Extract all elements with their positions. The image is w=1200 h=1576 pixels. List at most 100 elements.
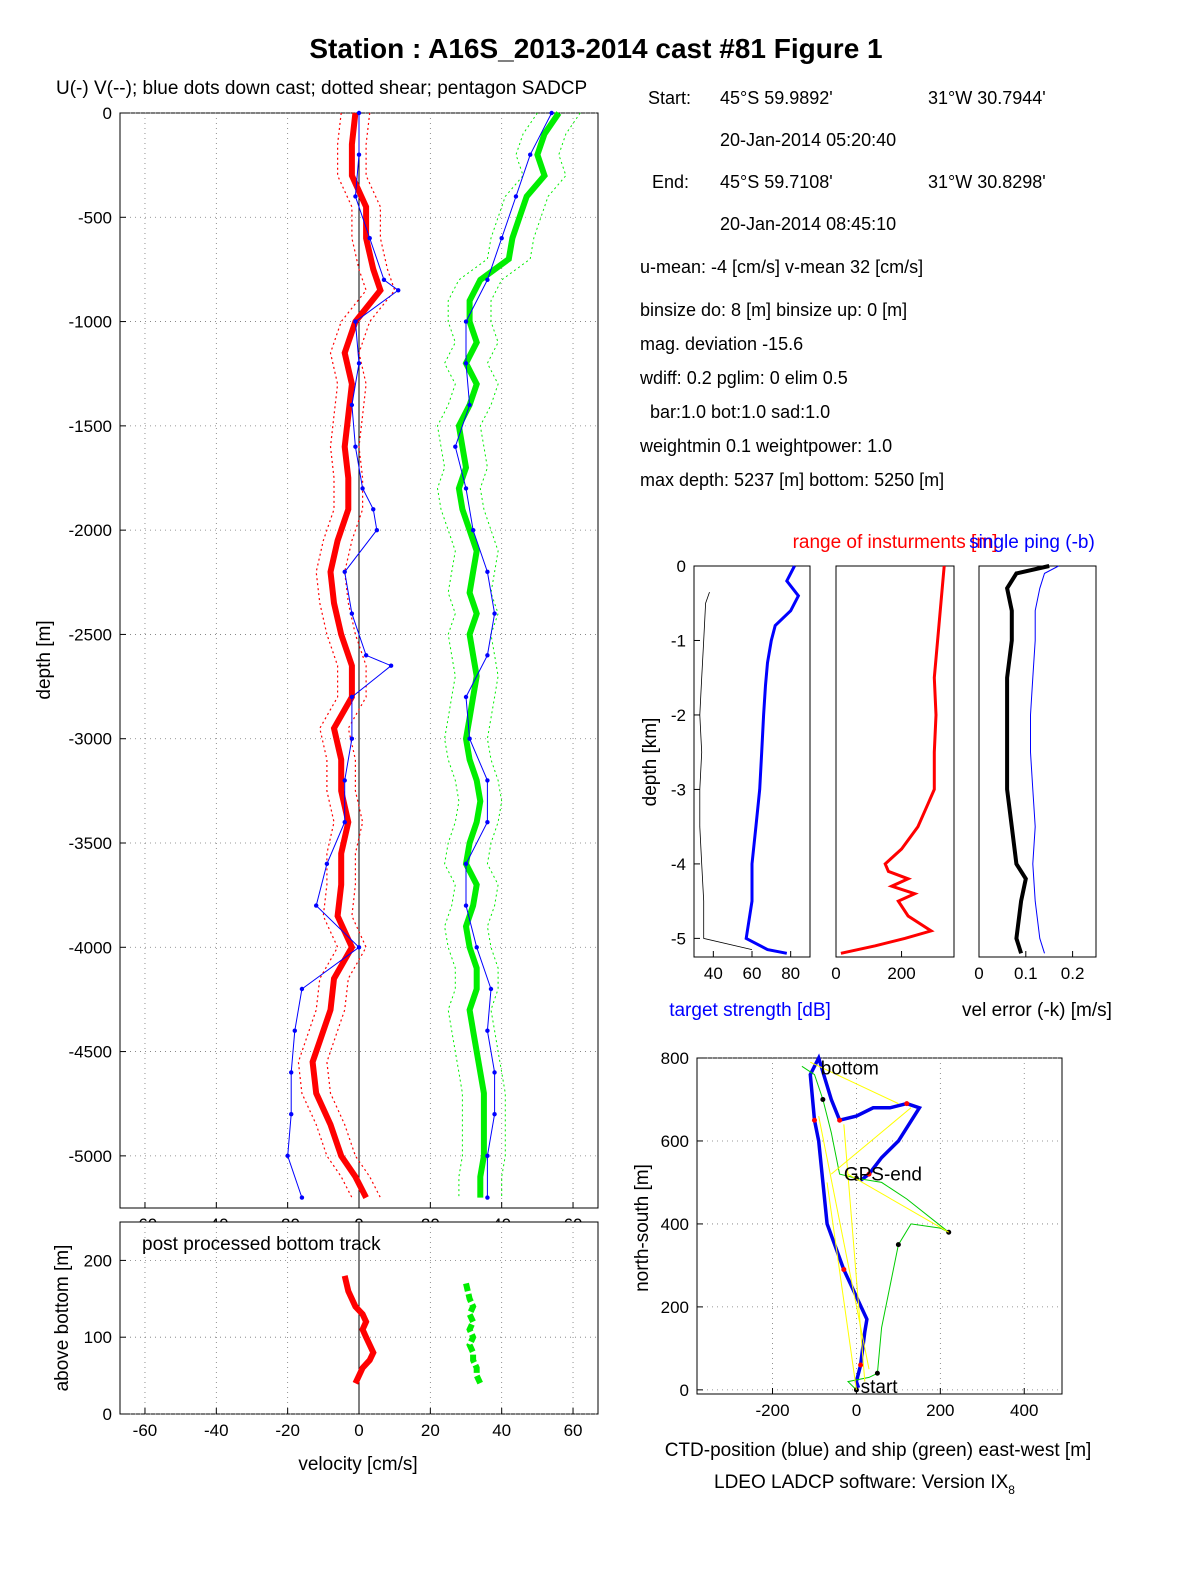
v-downcast-dot: [485, 1028, 490, 1033]
u-downcast-dot: [342, 819, 347, 825]
v-downcast-dot: [463, 486, 469, 491]
v-shear-left: [436, 112, 538, 1198]
v-downcast-dot: [488, 986, 494, 992]
weight-info: weightmin 0.1 weightpower: 1.0: [639, 436, 892, 456]
v-downcast-dot: [528, 152, 533, 157]
target-strength-xtick-label: 80: [781, 964, 800, 983]
velocity-error-panel: 0 0.1 0.2: [974, 564, 1097, 983]
position-link-line: [818, 1115, 870, 1370]
position-link-line: [843, 1124, 866, 1382]
start-lon: 31°W 30.7944': [928, 88, 1046, 108]
u-downcast-dot: [374, 527, 380, 533]
bottom-track-ytick-label: 0: [103, 1405, 112, 1424]
bottom-track-xtick-label: -60: [133, 1421, 158, 1440]
single-ping-title: single ping (-b): [969, 532, 1095, 553]
instrument-range-xtick-label: 0: [831, 964, 840, 983]
ctd-marker-dot: [904, 1101, 910, 1107]
v-downcast-dot: [453, 444, 458, 449]
u-downcast-dot: [360, 486, 365, 491]
v-downcast-dot: [499, 235, 504, 241]
position-xtick-label: 0: [852, 1401, 861, 1420]
ctd-marker-dot: [858, 1362, 864, 1368]
end-label: End:: [652, 172, 689, 192]
v-downcast-dot: [492, 1111, 497, 1117]
ctd-track-line: [808, 1053, 923, 1389]
u-bottom-track-line: [341, 1275, 377, 1385]
bar-info: bar:1.0 bot:1.0 sad:1.0: [650, 402, 830, 422]
u-downcast-dot: [299, 986, 305, 992]
velocity-ylabel: depth [m]: [34, 620, 55, 699]
instrument-range-panel: 0 200: [831, 565, 955, 983]
velocity-error-xtick-label: 0.1: [1014, 964, 1038, 983]
u-shear-right: [326, 112, 396, 1198]
vel-error-xlabel: vel error (-k) [m/s]: [962, 1000, 1112, 1021]
position-link-line: [830, 1107, 912, 1175]
end-lat: 45°S 59.7108': [720, 172, 833, 192]
depth-info: max depth: 5237 [m] bottom: 5250 [m]: [640, 470, 944, 490]
legend-text: U(-) V(--); blue dots down cast; dotted …: [56, 78, 587, 99]
u-downcast-dot: [324, 861, 330, 867]
error-line: [1004, 564, 1050, 954]
mag-deviation: mag. deviation -15.6: [640, 334, 803, 354]
end-time: 20-Jan-2014 08:45:10: [720, 214, 896, 234]
v-downcast-dot: [467, 402, 472, 408]
position-ytick-label: 200: [661, 1298, 689, 1317]
v-velocity-line: [455, 111, 562, 1198]
position-ytick-label: 400: [661, 1215, 689, 1234]
u-downcast-line: [287, 113, 400, 1198]
v-downcast-dot: [463, 861, 469, 867]
mean-velocity: u-mean: -4 [cm/s] v-mean 32 [cm/s]: [640, 257, 923, 277]
v-downcast-dot: [492, 1070, 497, 1075]
position-ytick-label: 0: [680, 1381, 689, 1400]
u-downcast-dot: [367, 235, 372, 241]
velocity-profile-ytick-label: -3000: [69, 730, 112, 749]
u-shear-left: [297, 112, 367, 1198]
position-label: start: [861, 1377, 899, 1398]
u-downcast-dot: [349, 736, 355, 741]
velocity-profile-ytick-label: -1500: [69, 417, 112, 436]
target-strength-ytick-label: -4: [671, 855, 686, 874]
velocity-profile-ytick-label: -2500: [69, 625, 112, 644]
v-downcast-dot: [463, 319, 469, 324]
instrument-range-title: range of insturments [m]: [793, 532, 998, 553]
ship-fix-dot: [874, 1370, 880, 1376]
u-downcast-dot: [292, 1028, 297, 1033]
bottom-track-ytick-label: 100: [84, 1328, 112, 1347]
v-downcast-dot: [470, 527, 476, 533]
v-downcast-dot: [485, 819, 490, 825]
secondary-line: [699, 591, 753, 950]
u-downcast-dot: [356, 945, 362, 950]
bottom-track-xtick-label: -40: [204, 1421, 229, 1440]
position-xlabel: CTD-position (blue) and ship (green) eas…: [665, 1440, 1092, 1461]
position-link-line: [826, 1182, 857, 1390]
u-downcast-dot: [381, 277, 387, 283]
u-downcast-dot: [289, 1111, 294, 1117]
v-downcast-dot: [463, 694, 469, 700]
u-downcast-dot: [396, 288, 401, 293]
u-downcast-dot: [388, 663, 394, 668]
binsize-info: binsize do: 8 [m] binsize up: 0 [m]: [640, 300, 907, 320]
single-ping-line: [1030, 565, 1059, 954]
u-downcast-dot: [356, 152, 362, 157]
figure-title: Station : A16S_2013-2014 cast #81 Figure…: [309, 33, 882, 64]
velocity-profile-ytick-label: -3500: [69, 834, 112, 853]
v-downcast-dot: [485, 778, 490, 783]
position-ytick-label: 800: [661, 1049, 689, 1068]
velocity-profile-ytick-label: -500: [78, 208, 112, 227]
velocity-error-xtick-label: 0: [974, 964, 983, 983]
u-downcast-dot: [349, 694, 355, 700]
velocity-profile-ytick-label: -4000: [69, 938, 112, 957]
u-downcast-dot: [371, 507, 376, 512]
u-downcast-dot: [313, 903, 319, 908]
velocity-xlabel: velocity [cm/s]: [298, 1454, 417, 1475]
footer-subscript: 8: [1008, 1483, 1015, 1497]
u-downcast-dot: [353, 444, 358, 449]
target-strength-panel: 40 60 80 0 -1 -2 -3 -4 -5: [671, 557, 811, 983]
software-footer: LDEO LADCP software: Version IX8: [714, 1472, 1015, 1497]
u-velocity-line: [309, 112, 384, 1199]
velocity-profile-ytick-label: 0: [103, 104, 112, 123]
position-label: GPS-end: [844, 1164, 922, 1185]
ship-fix-dot: [895, 1242, 901, 1248]
v-downcast-dot: [485, 1195, 490, 1200]
v-shear-right: [479, 112, 581, 1198]
